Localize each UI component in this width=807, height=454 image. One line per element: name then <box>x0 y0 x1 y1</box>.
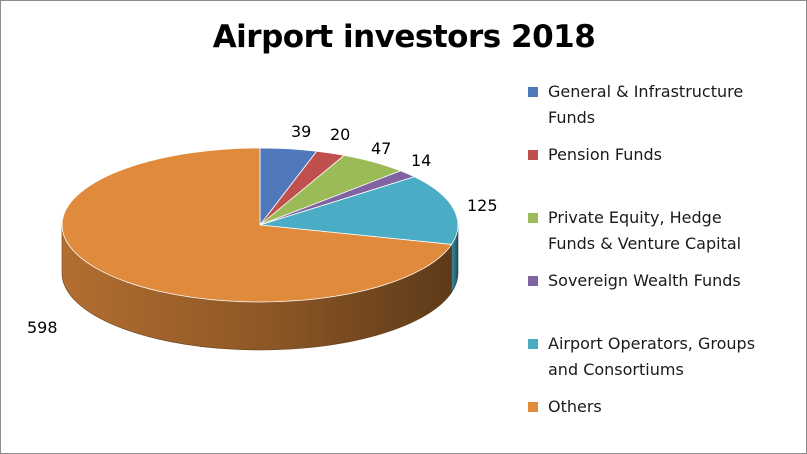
legend-swatch-5 <box>528 402 538 412</box>
legend-swatch-4 <box>528 339 538 349</box>
pie-slice-5 <box>61 147 453 303</box>
legend-swatch-3 <box>528 276 538 286</box>
legend-label-5: Others <box>548 394 806 420</box>
legend-label-3: Sovereign Wealth Funds <box>548 268 806 294</box>
chart-title: Airport investors 2018 <box>212 19 596 55</box>
data-label-0: 39 <box>291 122 311 141</box>
legend-label-2: Private Equity, Hedge Funds & Venture Cap… <box>548 205 806 257</box>
legend-label-1: Pension Funds <box>548 142 806 168</box>
legend-label-line-5-0: Others <box>548 397 602 416</box>
legend-label-line-3-0: Sovereign Wealth Funds <box>548 271 741 290</box>
legend-label-line-0-0: General & Infrastructure <box>548 82 744 101</box>
legend-label-0: General & Infrastructure Funds <box>548 79 806 131</box>
legend-label-line-2-0: Private Equity, Hedge <box>548 208 722 227</box>
pie-slice-4 <box>259 176 459 245</box>
data-label-2: 47 <box>371 139 391 158</box>
legend-label-line-4-0: Airport Operators, Groups <box>548 334 756 353</box>
data-label-3: 14 <box>411 151 431 170</box>
legend-swatch-1 <box>528 150 538 160</box>
legend-swatch-0 <box>528 87 538 97</box>
legend-label-line-1-0: Pension Funds <box>548 145 662 164</box>
legend-label-line-2-1: Funds & Venture Capital <box>548 234 742 253</box>
data-label-4: 125 <box>467 196 498 215</box>
legend-label-line-0-1: Funds <box>548 108 596 127</box>
data-label-5: 598 <box>27 318 58 337</box>
legend-label-4: Airport Operators, Groups and Consortiums <box>548 331 806 383</box>
legend-swatch-2 <box>528 213 538 223</box>
legend-label-line-4-1: and Consortiums <box>548 360 684 379</box>
data-label-1: 20 <box>330 125 350 144</box>
